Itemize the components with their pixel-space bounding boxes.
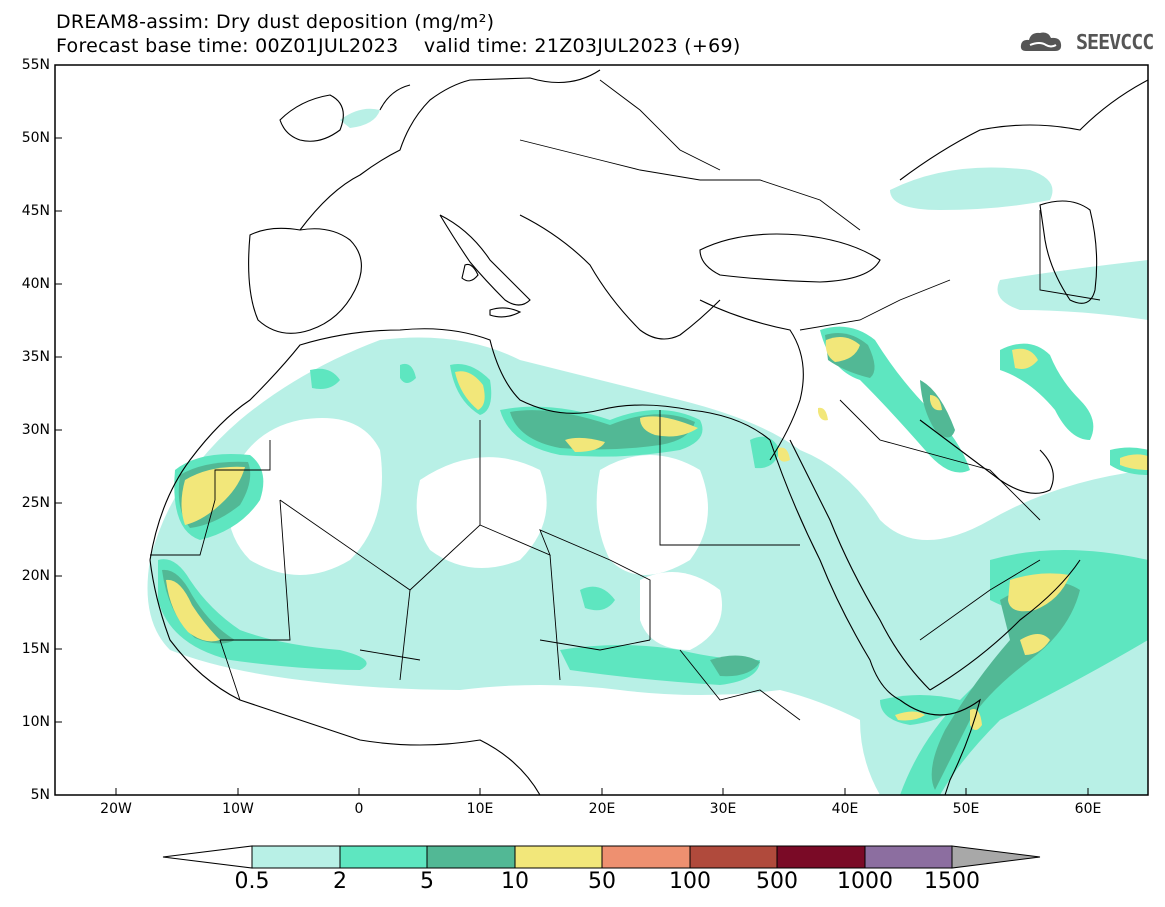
lon-label: 0 [354,801,364,817]
lat-label: 35N [21,349,50,365]
lon-label: 20E [588,801,616,817]
cloud-icon [1020,32,1062,51]
legend-swatch [251,845,341,869]
lon-label: 30E [709,801,737,817]
coastlines [149,69,1148,795]
legend-label: 10 [501,869,529,894]
legend-label: 50 [588,869,616,894]
legend-swatch [339,845,428,869]
legend-label: 100 [669,869,711,894]
legend-arrow-left [162,845,253,869]
lon-label: 60E [1074,801,1102,817]
legend-label: 1500 [924,869,980,894]
legend-label: 500 [756,869,798,894]
legend-arrow-right [951,845,1041,869]
lon-label: 10W [222,801,254,817]
map-subtitle: Forecast base time: 00Z01JUL2023 valid t… [56,35,741,57]
legend-label: 1000 [837,869,893,894]
legend-label: 0.5 [234,869,270,894]
lat-label: 10N [21,714,50,730]
lon-label: 40E [831,801,859,817]
legend-swatch [601,845,691,869]
logo-text: SEEVCCC [1076,30,1154,54]
country-borders [150,79,1101,721]
lat-label: 15N [21,641,50,657]
lat-label: 20N [21,568,50,584]
lat-label: 25N [21,495,50,511]
lon-label: 10E [466,801,494,817]
legend-swatch [426,845,516,869]
legend-label: 5 [420,869,434,894]
lat-label: 45N [21,203,50,219]
legend-label: 2 [333,869,347,894]
lat-label: 5N [30,787,50,803]
axis-ticks [55,64,1089,795]
lon-label: 50E [952,801,980,817]
lat-label: 55N [21,57,50,73]
legend-swatch [514,845,603,869]
lat-label: 50N [21,130,50,146]
map-title: DREAM8-assim: Dry dust deposition (mg/m²… [56,11,495,33]
dust-deposition-field [147,108,1148,795]
lon-label: 20W [100,801,132,817]
legend-swatch [689,845,778,869]
legend-swatch [776,845,866,869]
lat-label: 30N [21,422,50,438]
legend-swatch [864,845,953,869]
lat-label: 40N [21,276,50,292]
